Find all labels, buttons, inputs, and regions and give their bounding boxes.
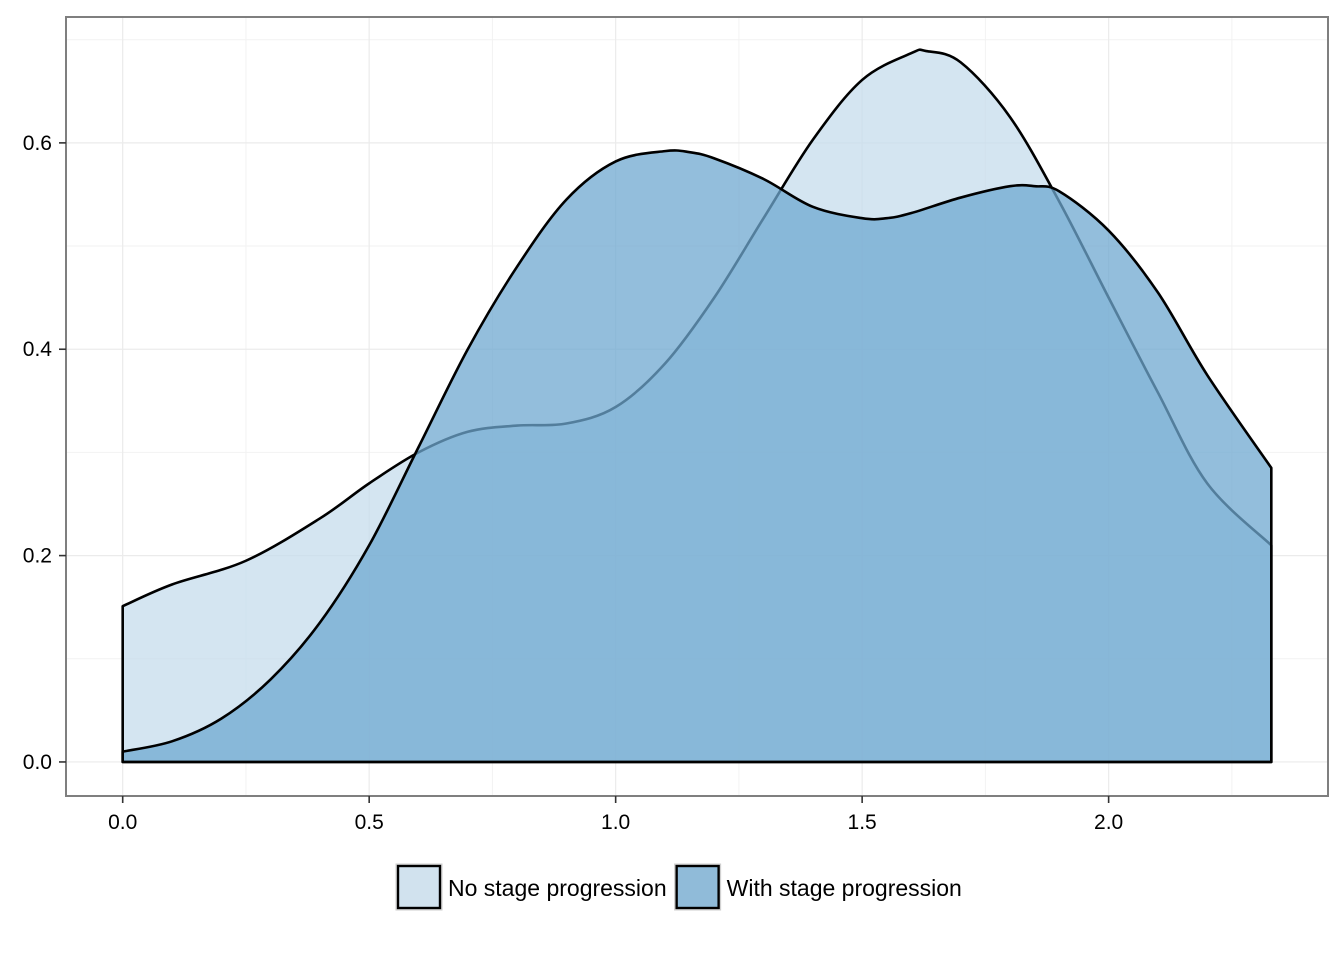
- y-tick-label: 0.0: [23, 751, 52, 774]
- y-axis: 0.0 0.2 0.4 0.6: [23, 132, 66, 774]
- legend-swatch-no-stage-progression: [396, 864, 442, 910]
- legend-label-no-stage-progression: No stage progression: [448, 875, 667, 901]
- x-tick-label: 1.0: [601, 811, 630, 834]
- legend-label-with-stage-progression: With stage progression: [727, 875, 962, 901]
- legend: No stage progression With stage progressi…: [395, 863, 962, 911]
- y-tick-label: 0.2: [23, 545, 52, 568]
- panel-border: [65, 16, 1329, 797]
- x-tick-label: 1.5: [848, 811, 877, 834]
- density-area-with-stage-progression: [121, 149, 1273, 764]
- density-areas: [121, 48, 1273, 764]
- x-axis: 0.0 0.5 1.0 1.5 2.0: [108, 796, 1123, 834]
- legend-swatch-with-stage-progression: [675, 864, 720, 910]
- x-tick-label: 0.0: [108, 811, 137, 834]
- x-tick-label: 0.5: [355, 811, 384, 834]
- x-tick-label: 2.0: [1094, 811, 1123, 834]
- y-tick-label: 0.4: [23, 338, 53, 361]
- y-tick-label: 0.6: [23, 132, 52, 155]
